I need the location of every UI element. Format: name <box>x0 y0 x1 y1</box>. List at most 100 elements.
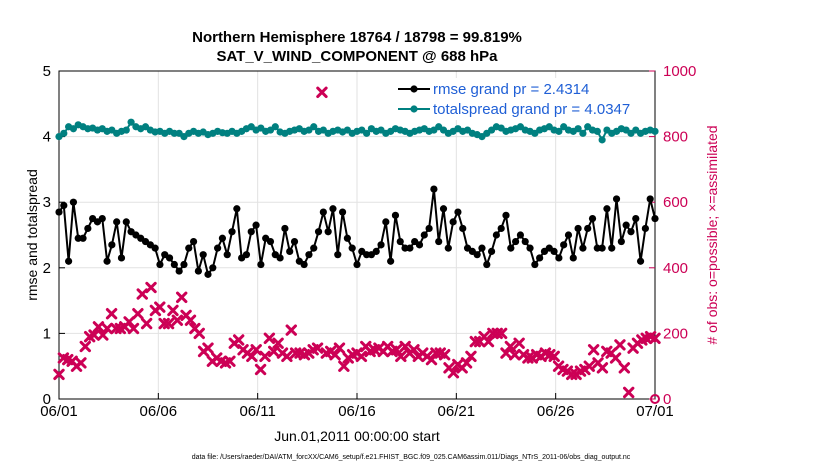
rmse-point <box>430 185 438 193</box>
y-tick-label: 1 <box>43 325 51 342</box>
y-tick-label: 3 <box>43 194 51 211</box>
rmse-point <box>276 254 284 262</box>
obs-assimilated-marker <box>338 360 350 372</box>
legend: rmse grand pr = 2.4314 totalspread grand… <box>392 78 654 120</box>
legend-rmse-text: rmse grand pr = 2.4314 <box>433 81 589 98</box>
obs-assimilated-marker <box>311 342 324 354</box>
rmse-point <box>117 254 126 262</box>
rmse-point <box>103 257 111 265</box>
rmse-point <box>574 224 582 233</box>
obs-assimilated-marker <box>513 337 525 349</box>
rmse-point <box>108 241 116 249</box>
rmse-point <box>579 244 587 252</box>
rmse-point <box>636 257 645 265</box>
x-axis-label: Jun.01,2011 00:00:00 start <box>274 428 440 444</box>
obs-assimilated-marker <box>281 350 293 363</box>
rmse-point <box>55 208 63 216</box>
obs-assimilated-marker <box>482 335 495 348</box>
x-tick-label: 06/06 <box>140 403 178 420</box>
y-right-tick-label: 1000 <box>663 63 696 80</box>
rmse-point <box>305 251 313 259</box>
x-tick-label: 06/26 <box>537 403 575 420</box>
totalspread-point <box>271 123 279 131</box>
rmse-point <box>516 231 525 239</box>
rmse-point <box>165 254 174 262</box>
totalspread-point <box>651 127 659 135</box>
rmse-point <box>459 224 467 233</box>
chart-title: Northern Hemisphere 18764 / 18798 = 99.8… <box>192 29 522 46</box>
rmse-point <box>113 218 121 226</box>
obs-assimilated-marker <box>232 334 245 346</box>
rmse-point <box>473 251 481 259</box>
obs-possible-marker <box>650 394 660 404</box>
x-tick-label: 07/01 <box>636 403 674 420</box>
rmse-point <box>531 260 539 269</box>
x-tick-label: 06/11 <box>239 403 275 420</box>
series-layer <box>53 86 661 404</box>
obs-assimilated-marker <box>167 304 179 317</box>
y-right-tick-label: 200 <box>663 325 688 342</box>
totalspread-point <box>555 127 563 135</box>
rmse-point <box>521 237 529 246</box>
obs-assimilated-marker <box>333 342 346 354</box>
totalspread-point <box>579 129 587 137</box>
obs-assimilated-marker <box>395 350 407 363</box>
rmse-point <box>569 254 577 262</box>
rmse-point <box>564 231 573 239</box>
obs-assimilated-marker <box>105 308 118 320</box>
rmse-point <box>478 244 486 252</box>
rmse-point <box>588 215 597 223</box>
rmse-point <box>214 244 222 252</box>
rmse-point <box>550 247 558 255</box>
totalspread-point <box>60 129 68 137</box>
chart-subtitle: SAT_V_WIND_COMPONENT @ 688 hPa <box>216 48 498 65</box>
obs-assimilated-marker <box>202 342 214 354</box>
x-axis: 06/01 06/06 06/11 06/16 06/21 06/26 07/01 <box>40 393 674 420</box>
y-axis-right-label: # of obs: o=possible; ×=assimilated <box>704 125 720 344</box>
rmse-point <box>560 241 568 249</box>
rmse-point <box>483 260 491 269</box>
rmse-point <box>627 228 635 236</box>
y-tick-label: 2 <box>43 260 51 277</box>
obs-assimilated-marker <box>184 314 197 326</box>
rmse-point <box>632 215 640 223</box>
obs-assimilated-marker <box>193 327 205 340</box>
obs-assimilated-marker <box>132 308 144 320</box>
rmse-point <box>247 228 255 236</box>
totalspread-point <box>574 125 582 133</box>
obs-assimilated-marker <box>355 350 368 363</box>
obs-assimilated-marker <box>53 368 65 381</box>
y-right-tick-label: 800 <box>663 129 688 146</box>
obs-assimilated-marker <box>596 362 609 374</box>
rmse-point <box>69 198 78 206</box>
obs-assimilated-marker <box>609 352 622 364</box>
rmse-point <box>348 244 356 252</box>
obs-assimilated-marker <box>408 344 420 356</box>
obs-assimilated-marker <box>254 363 267 376</box>
rmse-point <box>641 224 649 233</box>
y-tick-label: 5 <box>43 63 51 80</box>
rmse-point <box>185 244 193 252</box>
rmse-point <box>199 251 207 259</box>
obs-assimilated-marker <box>587 344 600 356</box>
rmse-point <box>98 215 106 223</box>
rmse-point <box>204 270 212 278</box>
obs-assimilated-marker <box>316 86 328 99</box>
rmse-point <box>439 205 448 213</box>
y-axis-right: 0 200 400 600 800 1000 <box>649 63 696 408</box>
obs-assimilated-marker <box>425 353 438 366</box>
y-right-tick-label: 0 <box>663 391 671 408</box>
rmse-point <box>194 267 202 275</box>
totalspread-point <box>122 126 130 134</box>
rmse-point <box>492 231 500 239</box>
obs-assimilated-marker <box>145 281 157 294</box>
totalspread-point <box>69 125 78 133</box>
totalspread-point <box>593 127 601 135</box>
obs-assimilated-marker <box>614 339 626 351</box>
rmse-point <box>65 257 73 265</box>
obs-assimilated-marker <box>285 324 297 336</box>
rmse-point <box>377 241 385 249</box>
rmse-point <box>444 244 452 252</box>
obs-assimilated-marker <box>438 349 451 361</box>
